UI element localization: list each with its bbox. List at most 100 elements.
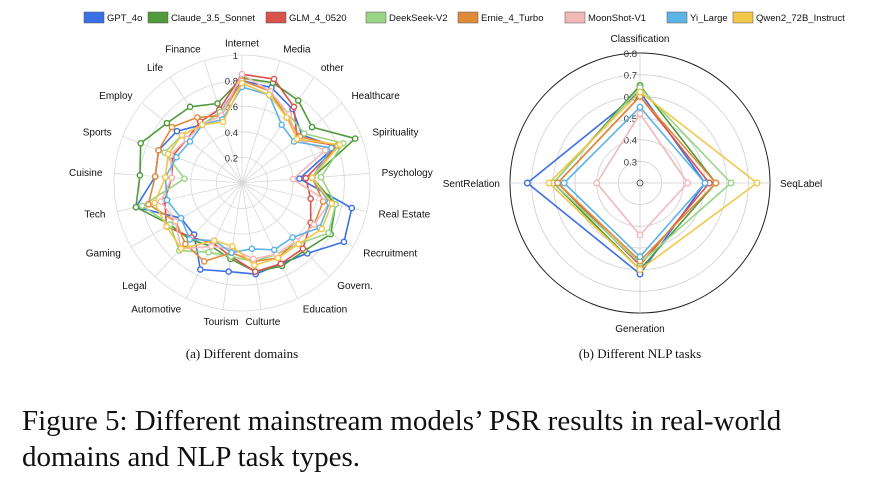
legend-label: Ernie_4_Turbo [481, 13, 544, 24]
data-point [132, 203, 140, 211]
series-line-Yi_Large [563, 106, 706, 258]
radial-tick-label: 0.6 [225, 102, 238, 113]
radar-series-domains [132, 70, 359, 278]
data-point [283, 114, 291, 121]
data-point [684, 179, 692, 187]
data-point [340, 238, 348, 246]
legend-label: GLM_4_0520 [289, 13, 347, 24]
category-label: Legal [122, 281, 146, 292]
chart-subtitle-domains: (a) Different domains [186, 346, 298, 361]
data-point [181, 175, 188, 182]
data-point [250, 255, 257, 263]
data-point [299, 245, 307, 252]
data-point [162, 173, 169, 181]
data-point [727, 179, 735, 187]
category-label: SeqLabel [780, 179, 822, 190]
data-point [636, 110, 644, 118]
data-point [296, 175, 303, 182]
legend: GPT_4o Claude_3.5_Sonnet GLM_4_0520 DeekSee… [83, 11, 845, 24]
data-point [289, 234, 296, 241]
data-point [318, 225, 326, 233]
category-label: Sports [83, 127, 112, 138]
radial-tick-label: 0.2 [225, 153, 238, 164]
radial-tick-label: 0.7 [624, 71, 637, 82]
data-point [228, 249, 235, 256]
data-point [163, 223, 170, 230]
chart-subtitle-tasks: (b) Different NLP tasks [579, 346, 701, 361]
category-label: Tourism [204, 317, 239, 328]
grid-spoke [241, 182, 330, 278]
legend-label: Qwen2_72B_Instruct [756, 13, 845, 24]
grid-spoke [169, 77, 243, 184]
data-point [636, 103, 644, 111]
category-label: Automotive [131, 305, 181, 316]
data-point [157, 198, 165, 205]
data-point [168, 174, 176, 182]
category-label: Classification [611, 34, 670, 45]
category-label: Education [303, 305, 347, 316]
data-point [145, 201, 152, 208]
data-point [229, 242, 236, 250]
data-point [278, 121, 285, 129]
data-point [186, 235, 194, 243]
data-point [270, 75, 278, 83]
radial-tick-label: 0.4 [624, 136, 637, 147]
data-point [753, 179, 761, 187]
category-label: Tech [84, 210, 105, 221]
grid-spoke [154, 182, 243, 278]
series-line-Claude_3.5_Sonnet [135, 77, 356, 273]
data-point [219, 118, 227, 126]
data-point [208, 243, 215, 250]
category-label: Cuisine [69, 168, 103, 179]
data-point [290, 103, 298, 111]
data-point [163, 119, 171, 127]
legend-label: Claude_3.5_Sonnet [171, 13, 255, 24]
data-point [252, 268, 259, 275]
legend-swatch [564, 11, 586, 24]
legend-swatch [666, 11, 688, 24]
data-point [560, 179, 568, 187]
data-point [636, 253, 644, 261]
category-label: Culturte [245, 317, 280, 328]
category-label: Real Estate [378, 210, 430, 221]
data-point [182, 240, 189, 248]
data-point [317, 173, 325, 181]
center-marker [636, 179, 644, 187]
data-point [136, 172, 144, 179]
data-point [336, 141, 344, 148]
data-point [328, 200, 336, 207]
legend-label: MoonShot-V1 [588, 13, 646, 24]
data-point [210, 237, 218, 244]
radial-tick-label: 0.8 [624, 49, 637, 60]
category-label: Finance [165, 45, 201, 56]
radar-labels-domains: Internet Media other Healthcare Spirituality… [69, 39, 433, 328]
data-point [238, 79, 246, 87]
category-label: Internet [225, 39, 259, 50]
data-point [151, 199, 158, 207]
data-point [238, 70, 246, 78]
radar-chart-domains: 0.2 0.4 0.6 0.8 1 Internet Media other Healthca… [69, 39, 433, 362]
data-point [302, 174, 310, 182]
data-point [523, 179, 531, 187]
data-point [636, 231, 644, 239]
data-point [186, 103, 194, 111]
grid-spoke [241, 182, 354, 248]
data-point [200, 258, 208, 265]
data-point [137, 139, 145, 147]
data-point [193, 114, 201, 121]
category-label: Govern. [337, 281, 373, 292]
data-point [177, 214, 185, 222]
data-point [173, 127, 181, 135]
data-point [225, 268, 232, 275]
data-point [155, 146, 162, 154]
data-point [308, 174, 316, 182]
data-point [554, 179, 562, 187]
legend-swatch [732, 11, 754, 24]
radial-tick-label: 0.4 [225, 128, 238, 139]
category-label: Life [147, 63, 164, 74]
data-point [351, 135, 359, 142]
series-line-Qwen2_72B_Instruct [153, 82, 341, 267]
data-point [636, 88, 644, 96]
data-point [322, 146, 329, 154]
